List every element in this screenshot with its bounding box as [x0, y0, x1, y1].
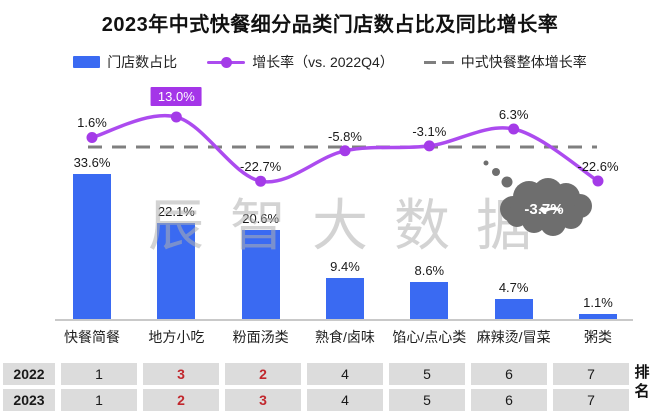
- cloud-callout: [540, 210, 566, 236]
- bar-line-chart: 33.6% 快餐简餐 22.1% 地方小吃 20.6% 粉面汤类 9.4% 熟食/卤味 8.6%…: [0, 85, 660, 347]
- legend-item-overall-growth: 中式快餐整体增长率: [423, 52, 587, 72]
- ranking-axis-label: 排名: [634, 364, 650, 400]
- bar-4: [325, 278, 364, 319]
- legend-label-growth-rate: 增长率（vs. 2022Q4）: [252, 54, 394, 70]
- rank-cell: 3: [143, 363, 219, 385]
- category-label: 麻辣烫/冒菜: [476, 329, 551, 345]
- category-label: 熟食/卤味: [315, 329, 375, 345]
- line-point: [339, 145, 351, 157]
- category-label: 粥类: [583, 329, 612, 345]
- line-value-label: -22.6%: [577, 159, 619, 175]
- ranking-row-2023: 2023 1 2 3 4 5 6 7: [3, 389, 629, 411]
- growth-line-overlay: -3.7%: [86, 111, 604, 236]
- bar-2: [157, 223, 196, 319]
- line-value-label: -3.1%: [412, 123, 447, 139]
- bar-swatch-icon: [73, 56, 101, 68]
- line-point: [86, 131, 98, 143]
- rank-cell: 2: [225, 363, 301, 385]
- line-point: [423, 140, 435, 152]
- rank-cell: 6: [471, 389, 547, 411]
- line-value-label: -22.7%: [240, 159, 282, 175]
- rank-cell: 1: [61, 363, 137, 385]
- category-label: 地方小吃: [148, 329, 205, 345]
- category-label: 馅心/点心类: [392, 329, 467, 345]
- legend-item-growth-rate: 增长率（vs. 2022Q4）: [207, 52, 394, 72]
- line-point: [592, 175, 604, 187]
- rank-cell: 6: [471, 363, 547, 385]
- category-label: 粉面汤类: [232, 329, 289, 345]
- year-cell: 2023: [3, 389, 55, 411]
- legend-item-store-share: 门店数占比: [73, 52, 177, 72]
- bar-1: [73, 173, 111, 319]
- cloud-callout-value: -3.7%: [524, 201, 563, 218]
- category-label: 快餐简餐: [64, 329, 120, 345]
- rank-cell: 4: [307, 389, 383, 411]
- rank-cell: 4: [307, 363, 383, 385]
- line-swatch-icon: [207, 56, 246, 68]
- legend-label-overall-growth: 中式快餐整体增长率: [460, 54, 587, 70]
- cloud-callout: [522, 209, 546, 233]
- rank-cell: 7: [553, 363, 629, 385]
- bar-3: [241, 229, 280, 319]
- bar-value-label: 9.4%: [330, 259, 360, 275]
- line-value-label: 6.3%: [498, 107, 529, 122]
- rank-cell: 1: [61, 389, 137, 411]
- bar-7: [578, 314, 617, 319]
- dashed-line-swatch-icon: [423, 60, 454, 64]
- line-value-label: -5.8%: [328, 128, 362, 144]
- bar-value-label: 1.1%: [583, 295, 613, 311]
- bar-6: [494, 298, 533, 319]
- rank-cell: 5: [389, 389, 465, 411]
- bar-value-label: 8.6%: [414, 262, 445, 278]
- ranking-table: 2022 1 3 2 4 5 6 7 2023 1 2 3 4 5 6 7 排名: [0, 363, 660, 413]
- line-point: [508, 123, 520, 135]
- rank-cell: 5: [389, 363, 465, 385]
- rank-cell: 3: [225, 389, 301, 411]
- line-point: [170, 111, 182, 123]
- bar-value-label: 20.6%: [242, 210, 280, 226]
- year-cell: 2022: [3, 363, 55, 385]
- page-title: 2023年中式快餐细分品类门店数占比及同比增长率: [101, 14, 559, 36]
- x-axis-line: [55, 319, 633, 321]
- legend-label-store-share: 门店数占比: [107, 54, 178, 70]
- bar-value-label: 33.6%: [73, 154, 111, 170]
- bar-value-label: 4.7%: [498, 279, 529, 295]
- ranking-row-2022: 2022 1 3 2 4 5 6 7: [3, 363, 629, 385]
- rank-cell: 7: [553, 389, 629, 411]
- chart-legend: 门店数占比 增长率（vs. 2022Q4） 中式快餐整体增长率: [0, 52, 660, 72]
- cloud-callout: [506, 205, 528, 227]
- bar-5: [410, 281, 449, 319]
- line-value-label: 1.6%: [77, 115, 107, 131]
- rank-cell: 2: [143, 389, 219, 411]
- line-point: [255, 175, 267, 187]
- bar-value-label: 22.1%: [157, 204, 195, 220]
- line-value-label-highlighted: 13.0%: [150, 86, 202, 106]
